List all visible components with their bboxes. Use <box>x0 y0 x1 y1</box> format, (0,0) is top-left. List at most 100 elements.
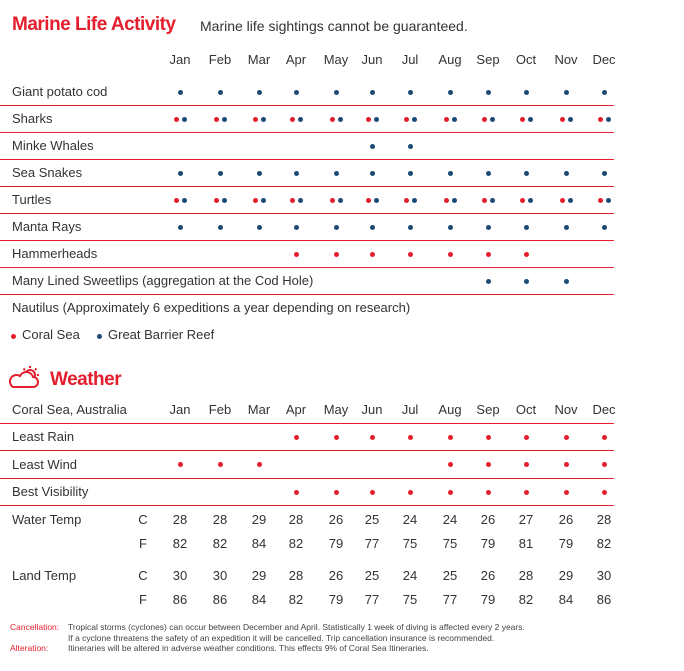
sighting-dot <box>443 197 449 203</box>
sighting-dot <box>451 197 457 203</box>
row-label: Best Visibility <box>12 484 89 499</box>
section-title: Weather <box>50 369 122 390</box>
temp-value: 24 <box>442 512 458 527</box>
temp-value: 28 <box>518 568 534 583</box>
sighting-dot <box>451 116 457 122</box>
sighting-dot <box>256 462 262 467</box>
temp-value: 29 <box>558 568 574 583</box>
sighting-dot <box>293 89 299 95</box>
sighting-dot <box>519 197 525 203</box>
sighting-dot <box>481 197 487 203</box>
temp-value: 82 <box>288 536 304 551</box>
sighting-dot <box>181 197 187 203</box>
sighting-dot <box>447 224 453 230</box>
row-label: Least Rain <box>12 429 75 444</box>
sighting-dot <box>256 224 262 230</box>
sighting-dot <box>443 116 449 122</box>
month-header: Dec <box>592 402 616 417</box>
row-label: Giant potato cod <box>12 84 108 99</box>
sighting-dot <box>485 224 491 230</box>
month-header: Feb <box>208 402 232 417</box>
temp-value: 26 <box>480 512 496 527</box>
location: Coral Sea, Australia <box>12 402 127 417</box>
month-header: Jul <box>401 52 419 67</box>
sighting-dot <box>365 116 371 122</box>
note-label: Cancellation: <box>10 622 60 632</box>
note-text: Tropical storms (cyclones) can occur bet… <box>68 622 525 632</box>
month-header: Jun <box>361 402 383 417</box>
temp-value: 24 <box>402 568 418 583</box>
sighting-dot <box>221 116 227 122</box>
temp-value: 86 <box>596 592 612 607</box>
temp-value: 25 <box>364 568 380 583</box>
temp-value: 26 <box>558 512 574 527</box>
sighting-dot <box>213 197 219 203</box>
sighting-dot <box>369 170 375 176</box>
sighting-dot <box>173 197 179 203</box>
temp-value: 86 <box>172 592 188 607</box>
sighting-dot <box>256 170 262 176</box>
temp-value: 75 <box>442 536 458 551</box>
sighting-dot <box>293 170 299 176</box>
sighting-dot <box>485 434 491 440</box>
month-header: Jul <box>401 402 419 417</box>
sighting-dot <box>601 462 607 467</box>
legend-label: Great Barrier Reef <box>108 327 215 342</box>
temp-value: 29 <box>251 568 267 583</box>
month-header: May <box>323 402 349 417</box>
sighting-dot <box>601 434 607 440</box>
sighting-dot <box>563 278 569 284</box>
unit-label: F <box>139 592 147 607</box>
month-header: Apr <box>285 52 307 67</box>
month-header: Nov <box>554 52 578 67</box>
sighting-dot <box>523 278 529 284</box>
section-title: Marine Life Activity <box>12 14 176 35</box>
month-header: Oct <box>515 52 537 67</box>
sighting-dot <box>217 462 223 467</box>
sighting-dot <box>563 89 569 95</box>
temp-value: 79 <box>480 536 496 551</box>
month-header: Sep <box>476 402 500 417</box>
sighting-dot <box>563 489 569 495</box>
sighting-dot <box>337 116 343 122</box>
row-label: Minke Whales <box>12 138 94 153</box>
sighting-dot <box>252 116 258 122</box>
unit-label: C <box>138 568 148 583</box>
row-separator <box>0 105 614 106</box>
temp-value: 84 <box>251 536 267 551</box>
month-header: Feb <box>208 52 232 67</box>
sighting-dot <box>485 89 491 95</box>
sighting-dot <box>523 489 529 495</box>
row-separator <box>0 132 614 133</box>
sighting-dot <box>333 251 339 257</box>
row-separator <box>0 423 614 424</box>
row-label: Manta Rays <box>12 219 82 234</box>
sighting-dot <box>217 89 223 95</box>
temp-value: 82 <box>172 536 188 551</box>
sighting-dot <box>181 116 187 122</box>
sighting-dot <box>523 89 529 95</box>
sighting-dot <box>293 224 299 230</box>
note-text: If a cyclone threatens the safety of an … <box>68 632 495 643</box>
temp-value: 75 <box>402 592 418 607</box>
row-label: Nautilus (Approximately 6 expeditions a … <box>12 300 411 315</box>
sighting-dot <box>329 197 335 203</box>
sighting-dot <box>177 224 183 230</box>
sighting-dot <box>260 197 266 203</box>
month-header: Oct <box>515 402 537 417</box>
sighting-dot <box>252 197 258 203</box>
temp-value: 25 <box>442 568 458 583</box>
row-separator <box>0 477 614 479</box>
sighting-dot <box>329 116 335 122</box>
sighting-dot <box>260 116 266 122</box>
sighting-dot <box>489 197 495 203</box>
sighting-dot <box>527 116 533 122</box>
sighting-dot <box>369 143 375 149</box>
sighting-dot <box>333 434 339 440</box>
legend-label: Coral Sea <box>22 327 80 342</box>
temp-value: 79 <box>328 592 344 607</box>
sighting-dot <box>523 170 529 176</box>
month-header: Jun <box>361 52 383 67</box>
temp-value: 82 <box>518 592 534 607</box>
